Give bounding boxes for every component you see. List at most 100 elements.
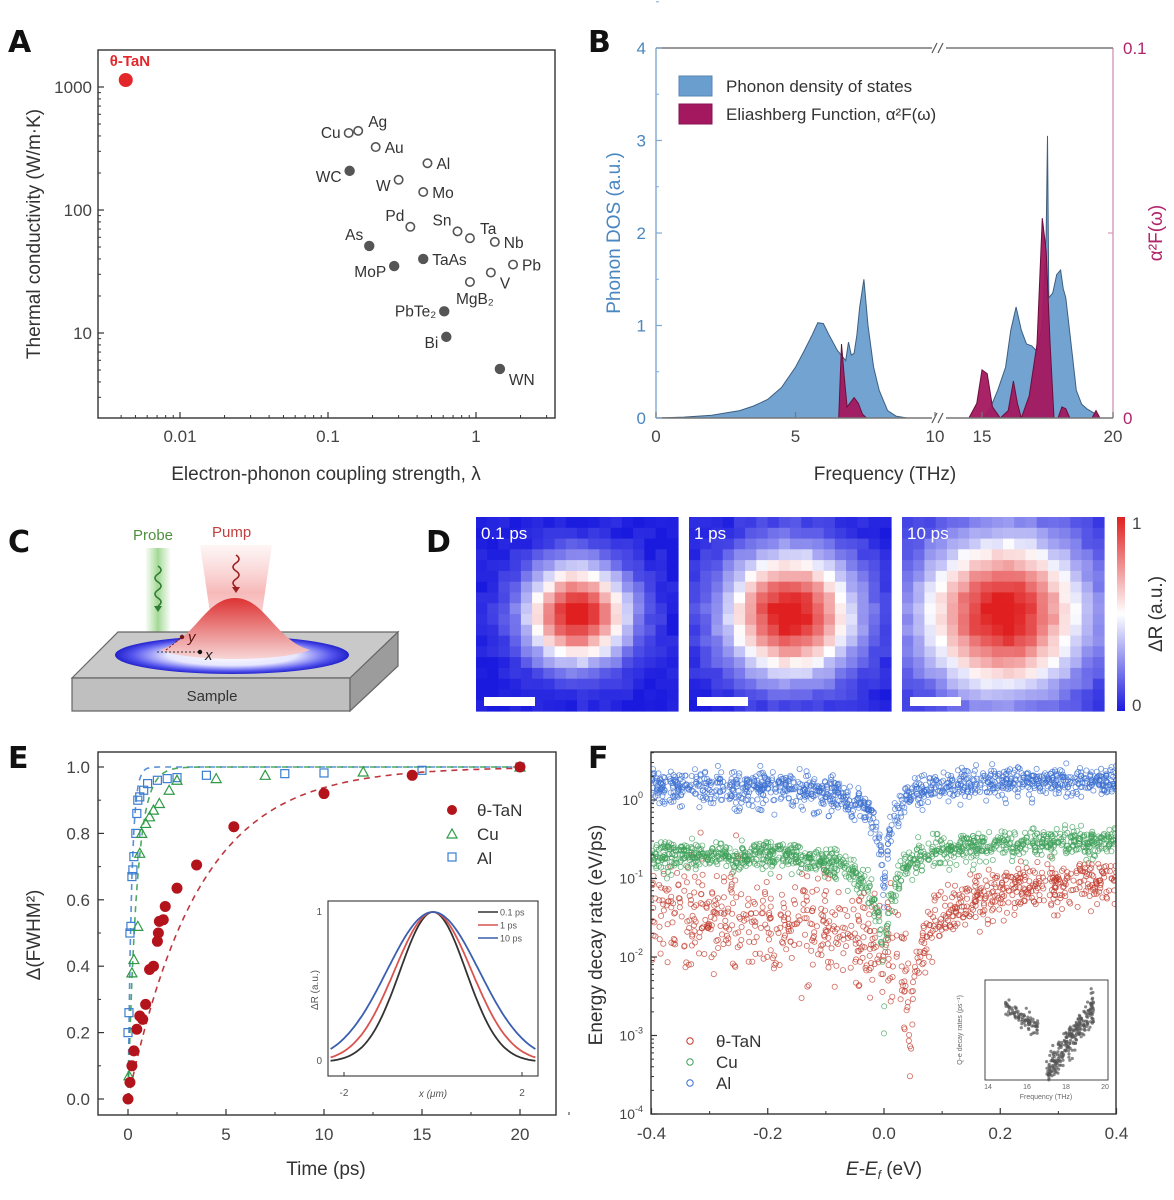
heatmap-cell [565, 549, 578, 561]
heatmap-cell [733, 667, 746, 680]
data-point-f [833, 939, 840, 946]
data-point-f [798, 860, 805, 867]
data-point-f [1002, 800, 1009, 807]
heatmap-cell [823, 527, 836, 540]
heatmap-cell [498, 678, 511, 691]
data-point-f [802, 855, 809, 862]
data-point-f [823, 857, 830, 864]
data-point-al-e [128, 865, 138, 875]
data-point-f [1024, 839, 1031, 846]
data-point-f [771, 952, 778, 959]
heatmap-cell [565, 635, 578, 647]
data-point-f [818, 911, 825, 918]
heatmap-cell [655, 646, 668, 658]
inset-f-point [1026, 1026, 1031, 1030]
data-point-f [767, 870, 774, 877]
data-point-f [1078, 783, 1085, 790]
data-point-f [867, 830, 874, 837]
data-point-f [818, 942, 825, 949]
heatmap-cell [1047, 517, 1060, 529]
data-point-f [888, 896, 895, 903]
data-point-f [665, 864, 672, 871]
data-point-f [730, 900, 737, 907]
x-tick-label-e: 5 [221, 1125, 230, 1144]
heatmap-cell [666, 646, 679, 658]
heatmap-cell [1081, 560, 1094, 572]
data-point-f [982, 877, 989, 884]
data-point-f [947, 902, 954, 909]
heatmap-cell [834, 527, 847, 540]
heatmap-cell [1092, 570, 1105, 583]
data-point-f [809, 907, 816, 914]
heatmap-cell [790, 581, 802, 594]
heatmap-cell [700, 570, 712, 583]
heatmap-cell [868, 603, 881, 615]
heatmap-cell [991, 635, 1004, 647]
heatmap-cell [756, 635, 769, 647]
data-point-f [830, 872, 837, 879]
data-point-f [1062, 822, 1069, 829]
data-point-f [984, 920, 991, 927]
data-point-f [1053, 772, 1060, 779]
heatmap-cell [621, 581, 634, 594]
data-point-f [1031, 842, 1038, 849]
heatmap-cell [554, 657, 567, 669]
data-point-f [880, 904, 887, 911]
data-point-f [804, 863, 811, 870]
heatmap-cell [980, 592, 993, 604]
data-point-f [980, 770, 987, 777]
data-point-f [871, 890, 878, 897]
data-point-tan-e [514, 761, 526, 773]
data-point-f [971, 767, 978, 774]
data-point-f [1029, 776, 1036, 783]
data-point-f [653, 865, 660, 872]
data-point-f [699, 882, 706, 889]
data-point-f [988, 767, 995, 774]
inset-f-point [1014, 1006, 1018, 1010]
heatmap-cell [1081, 646, 1094, 658]
x-axis-label-f: E-Ef (eV) [846, 1159, 922, 1182]
heatmap-cell [879, 700, 892, 712]
heatmap-cell [812, 678, 825, 691]
heatmap-cell [834, 581, 847, 594]
heatmap-cell [902, 624, 914, 637]
data-point-f [748, 918, 755, 925]
heatmap-cell [633, 538, 645, 550]
data-point-f [651, 785, 656, 791]
data-point-f [767, 947, 774, 954]
data-point-f [954, 784, 961, 791]
heatmap-cell [610, 657, 623, 669]
heatmap-cell [801, 570, 813, 583]
data-point-f [670, 935, 677, 942]
panel-label-e: E [8, 741, 29, 776]
data-point-f [821, 873, 828, 880]
data-point-f [878, 971, 885, 978]
heatmap-cell [733, 689, 746, 701]
data-point-f [761, 889, 768, 896]
inset-f-point [1057, 1046, 1061, 1050]
heatmap-cell [868, 624, 881, 637]
heatmap-cell [509, 646, 522, 658]
heatmap-cell [666, 560, 679, 572]
heatmap-cell [991, 527, 1004, 540]
data-point-f [698, 853, 705, 860]
data-point-f [770, 848, 777, 855]
data-point-f [1080, 844, 1087, 851]
heatmap-cell [767, 603, 780, 615]
data-point-tan-e [147, 960, 159, 972]
data-point-f [1080, 774, 1087, 781]
heatmap-cell [1059, 581, 1071, 594]
data-point-f [1085, 860, 1092, 867]
data-point-f [710, 971, 717, 978]
data-point-f [984, 883, 991, 890]
data-point-f [759, 769, 766, 776]
data-point-tan-e [128, 1045, 140, 1057]
heatmap-cell [846, 678, 858, 691]
heatmap-cell [577, 667, 589, 680]
heatmap-cell [644, 635, 657, 647]
inset-f-point [1009, 1011, 1013, 1016]
data-point-f [1100, 870, 1107, 877]
heatmap-cell [554, 517, 567, 529]
heatmap-cell [902, 581, 914, 594]
